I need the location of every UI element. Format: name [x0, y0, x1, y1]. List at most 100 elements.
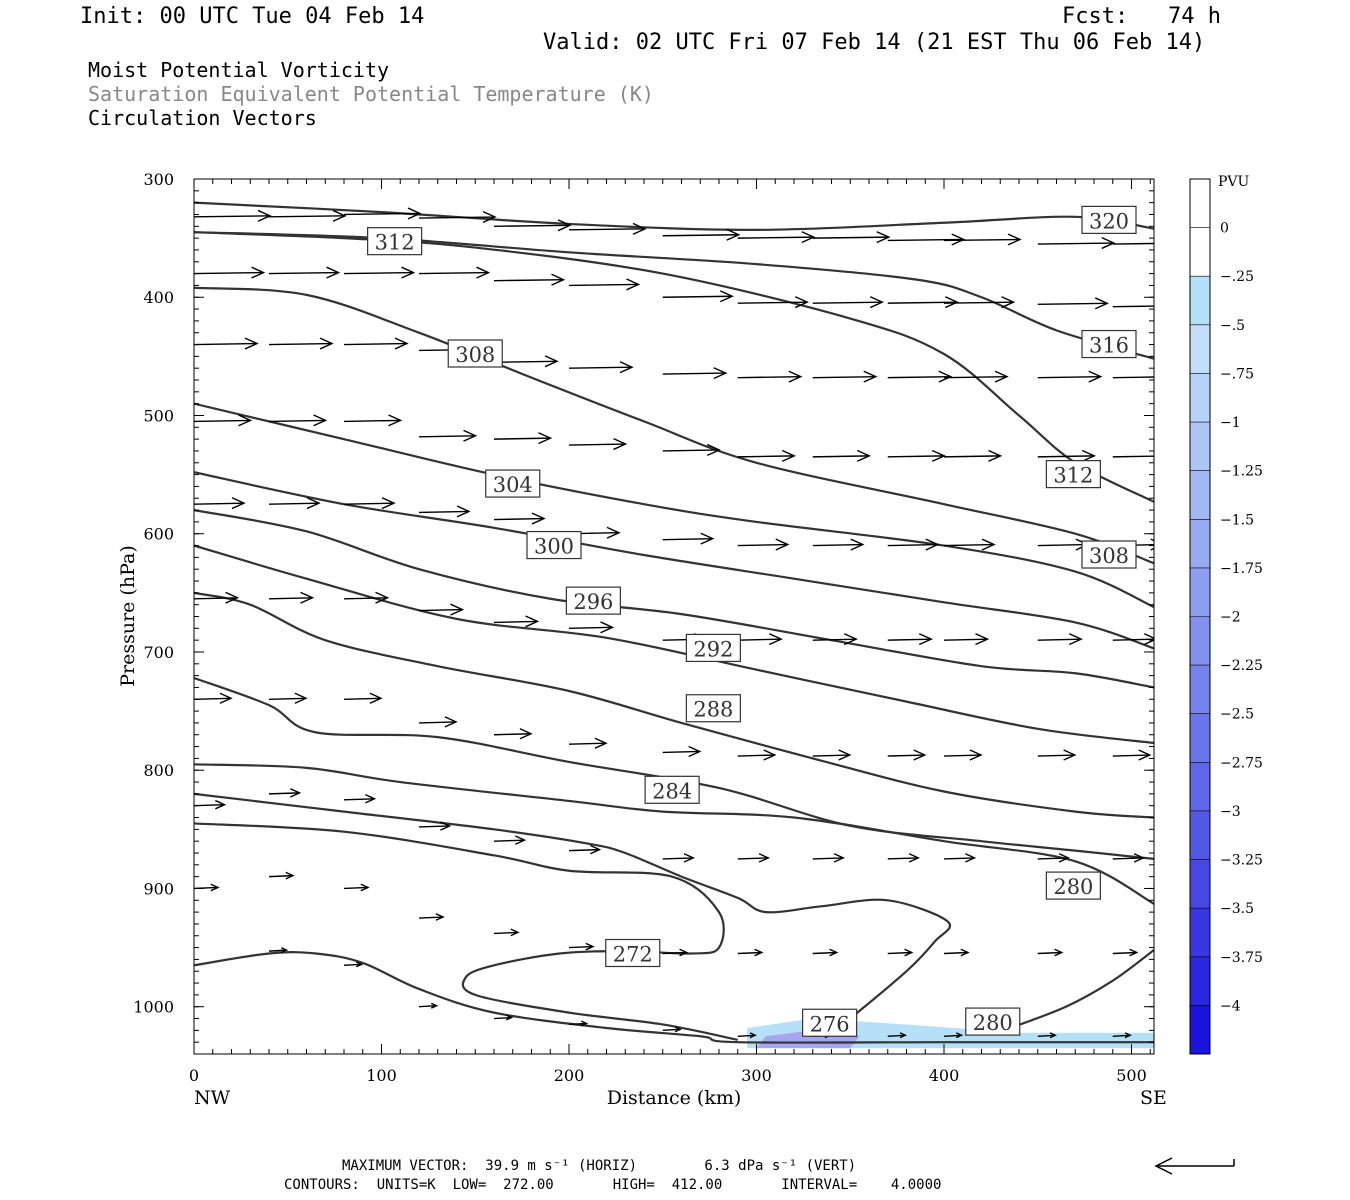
contour-label-272: 272	[605, 938, 661, 968]
circulation-vector	[887, 370, 953, 383]
y-tick-label: 600	[143, 525, 174, 544]
circulation-vector	[343, 961, 364, 968]
x-tick-label: 0	[189, 1066, 199, 1085]
pv-colorbar: 0 −.25 −.5 −.75 −1 −1.25 −1.5 −1.75 −2 −2.25 −2.5 −…	[1189, 178, 1263, 1055]
circulation-vector	[268, 337, 334, 350]
circulation-vector	[568, 942, 595, 951]
colorbar-label: −3.25	[1220, 853, 1263, 869]
circulation-vector	[662, 443, 721, 456]
circulation-vector	[737, 853, 770, 863]
circulation-vector	[943, 853, 977, 863]
svg-text:296: 296	[573, 590, 613, 614]
svg-text:308: 308	[455, 343, 495, 367]
circulation-vector	[1112, 948, 1139, 957]
colorbar-swatch	[1190, 519, 1210, 569]
circulation-vector	[418, 266, 491, 279]
circulation-vector	[493, 615, 540, 628]
circulation-vector	[343, 692, 383, 704]
circulation-vector	[493, 355, 559, 368]
circulation-vector	[568, 222, 647, 235]
svg-text:316: 316	[1089, 334, 1129, 358]
circulation-vector	[1037, 297, 1109, 310]
contour-label-276: 276	[802, 1008, 858, 1037]
circulation-vector	[343, 883, 370, 892]
contour-label-308: 308	[447, 339, 503, 368]
colorbar-label: −4	[1220, 998, 1241, 1014]
circulation-vector	[812, 538, 865, 551]
reference-vector-icon	[1154, 1157, 1235, 1175]
y-axis: 300 400 500 600 700 800 900 1000	[133, 170, 1154, 1055]
circulation-vector	[1037, 633, 1083, 646]
circulation-vector	[493, 1014, 514, 1021]
circulation-vector	[418, 603, 465, 616]
circulation-vector	[343, 414, 403, 427]
circulation-vector	[737, 538, 790, 551]
circulation-vector	[737, 948, 764, 957]
y-tick-label: 500	[143, 406, 174, 425]
circulation-vector	[943, 538, 996, 551]
y-tick-label: 900	[143, 879, 174, 898]
circulation-vector	[194, 692, 233, 704]
circulation-vector	[737, 749, 777, 761]
colorbar-swatch	[1190, 276, 1210, 326]
circulation-vector	[194, 209, 272, 222]
circulation-vector	[812, 948, 839, 957]
circulation-vector	[737, 1032, 757, 1039]
circulation-vector	[568, 438, 628, 451]
colorbar-swatch	[1190, 179, 1210, 229]
contour-label-320: 320	[1081, 205, 1137, 234]
svg-text:304: 304	[493, 473, 533, 497]
circulation-vector	[887, 1032, 907, 1039]
colorbar-swatch	[1190, 1005, 1210, 1055]
svg-text:284: 284	[652, 779, 692, 803]
colorbar-title: PVU	[1218, 174, 1250, 190]
x-axis: 0 100 200 300 400 500	[189, 179, 1151, 1085]
valid-time: Valid: 02 UTC Fri 07 Feb 14 (21 EST Thu …	[543, 30, 1206, 55]
circulation-vector	[194, 799, 227, 810]
contour-label-316: 316	[1081, 329, 1137, 359]
circulation-vector	[493, 928, 520, 937]
circulation-vector	[1037, 236, 1116, 250]
circulation-vector	[194, 266, 266, 279]
circulation-vector	[418, 1002, 439, 1009]
colorbar-swatch	[1190, 665, 1210, 715]
contour-label-280: 280	[965, 1007, 1021, 1036]
circulation-vector	[418, 716, 458, 728]
circulation-vector	[737, 449, 796, 462]
circulation-vector	[887, 749, 927, 761]
circulation-vector	[737, 633, 783, 646]
circulation-vector	[194, 883, 220, 892]
theta-contour-304	[194, 402, 1154, 609]
colorbar-swatch	[1190, 810, 1210, 861]
circulation-vector	[662, 745, 702, 758]
circulation-vector	[887, 538, 940, 551]
circulation-vector	[568, 844, 602, 855]
circulation-vector	[418, 210, 497, 224]
circulation-vector	[1037, 538, 1090, 551]
theta-contour-272	[194, 822, 738, 1041]
colorbar-label: −3.75	[1220, 950, 1263, 966]
colorbar-swatch	[1190, 324, 1210, 374]
contour-label-312: 312	[1045, 460, 1101, 489]
circulation-vector	[812, 231, 891, 244]
colorbar-label: −3	[1220, 804, 1241, 820]
circulation-vector	[194, 497, 246, 510]
circulation-vector	[887, 233, 966, 246]
x-tick-label: 300	[741, 1066, 772, 1085]
theta-contour-288	[194, 591, 1154, 819]
circulation-vector	[1037, 853, 1070, 863]
circulation-vector	[268, 414, 328, 427]
circulation-vector	[343, 591, 390, 604]
svg-text:276: 276	[810, 1012, 850, 1036]
circulation-vector	[343, 337, 409, 350]
x-end-label-se: SE	[1140, 1087, 1167, 1109]
theta-contour-308	[194, 286, 1154, 565]
x-axis-label: Distance (km)	[607, 1087, 742, 1109]
contour-label-292: 292	[685, 633, 741, 663]
y-tick-label: 700	[143, 643, 174, 662]
svg-text:320: 320	[1089, 209, 1129, 233]
circulation-vector	[418, 913, 445, 921]
circulation-vector	[662, 853, 695, 863]
circulation-vector	[568, 621, 615, 634]
